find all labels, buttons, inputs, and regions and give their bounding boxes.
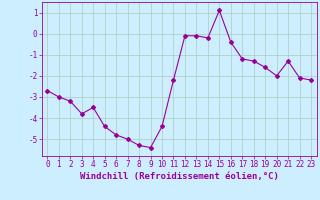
X-axis label: Windchill (Refroidissement éolien,°C): Windchill (Refroidissement éolien,°C) xyxy=(80,172,279,181)
